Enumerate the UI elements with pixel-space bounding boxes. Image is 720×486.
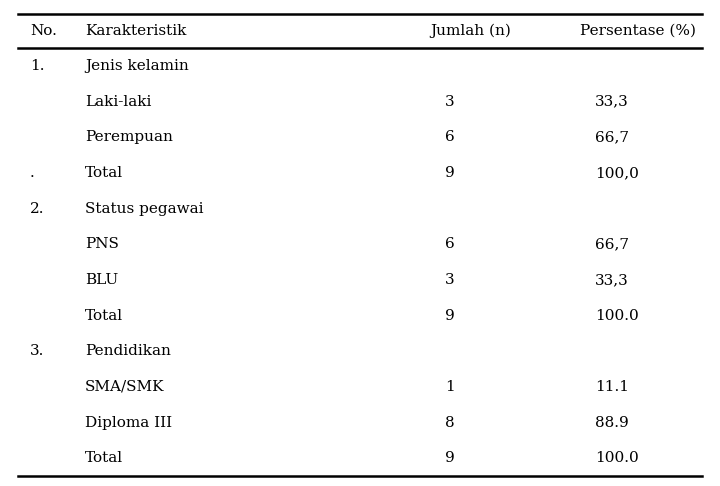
Text: 100.0: 100.0: [595, 309, 639, 323]
Text: Perempuan: Perempuan: [85, 130, 173, 144]
Text: Status pegawai: Status pegawai: [85, 202, 204, 215]
Text: 3: 3: [445, 273, 454, 287]
Text: Jenis kelamin: Jenis kelamin: [85, 59, 189, 73]
Text: PNS: PNS: [85, 237, 119, 251]
Text: 66,7: 66,7: [595, 130, 629, 144]
Text: 9: 9: [445, 451, 455, 465]
Text: 3.: 3.: [30, 344, 45, 358]
Text: Total: Total: [85, 309, 123, 323]
Text: 6: 6: [445, 130, 455, 144]
Text: 100.0: 100.0: [595, 451, 639, 465]
Text: 1: 1: [445, 380, 455, 394]
Text: 6: 6: [445, 237, 455, 251]
Text: Laki-laki: Laki-laki: [85, 94, 151, 108]
Text: Karakteristik: Karakteristik: [85, 24, 186, 38]
Text: 8: 8: [445, 416, 454, 430]
Text: Total: Total: [85, 451, 123, 465]
Text: 33,3: 33,3: [595, 94, 629, 108]
Text: 1.: 1.: [30, 59, 45, 73]
Text: 100,0: 100,0: [595, 166, 639, 180]
Text: Persentase (%): Persentase (%): [580, 24, 696, 38]
Text: Pendidikan: Pendidikan: [85, 344, 171, 358]
Text: 9: 9: [445, 166, 455, 180]
Text: Jumlah (n): Jumlah (n): [430, 24, 511, 38]
Text: No.: No.: [30, 24, 57, 38]
Text: 33,3: 33,3: [595, 273, 629, 287]
Text: .: .: [30, 166, 35, 180]
Text: Diploma III: Diploma III: [85, 416, 172, 430]
Text: 2.: 2.: [30, 202, 45, 215]
Text: 66,7: 66,7: [595, 237, 629, 251]
Text: Total: Total: [85, 166, 123, 180]
Text: 88.9: 88.9: [595, 416, 629, 430]
Text: SMA/SMK: SMA/SMK: [85, 380, 164, 394]
Text: 9: 9: [445, 309, 455, 323]
Text: BLU: BLU: [85, 273, 118, 287]
Text: 3: 3: [445, 94, 454, 108]
Text: 11.1: 11.1: [595, 380, 629, 394]
